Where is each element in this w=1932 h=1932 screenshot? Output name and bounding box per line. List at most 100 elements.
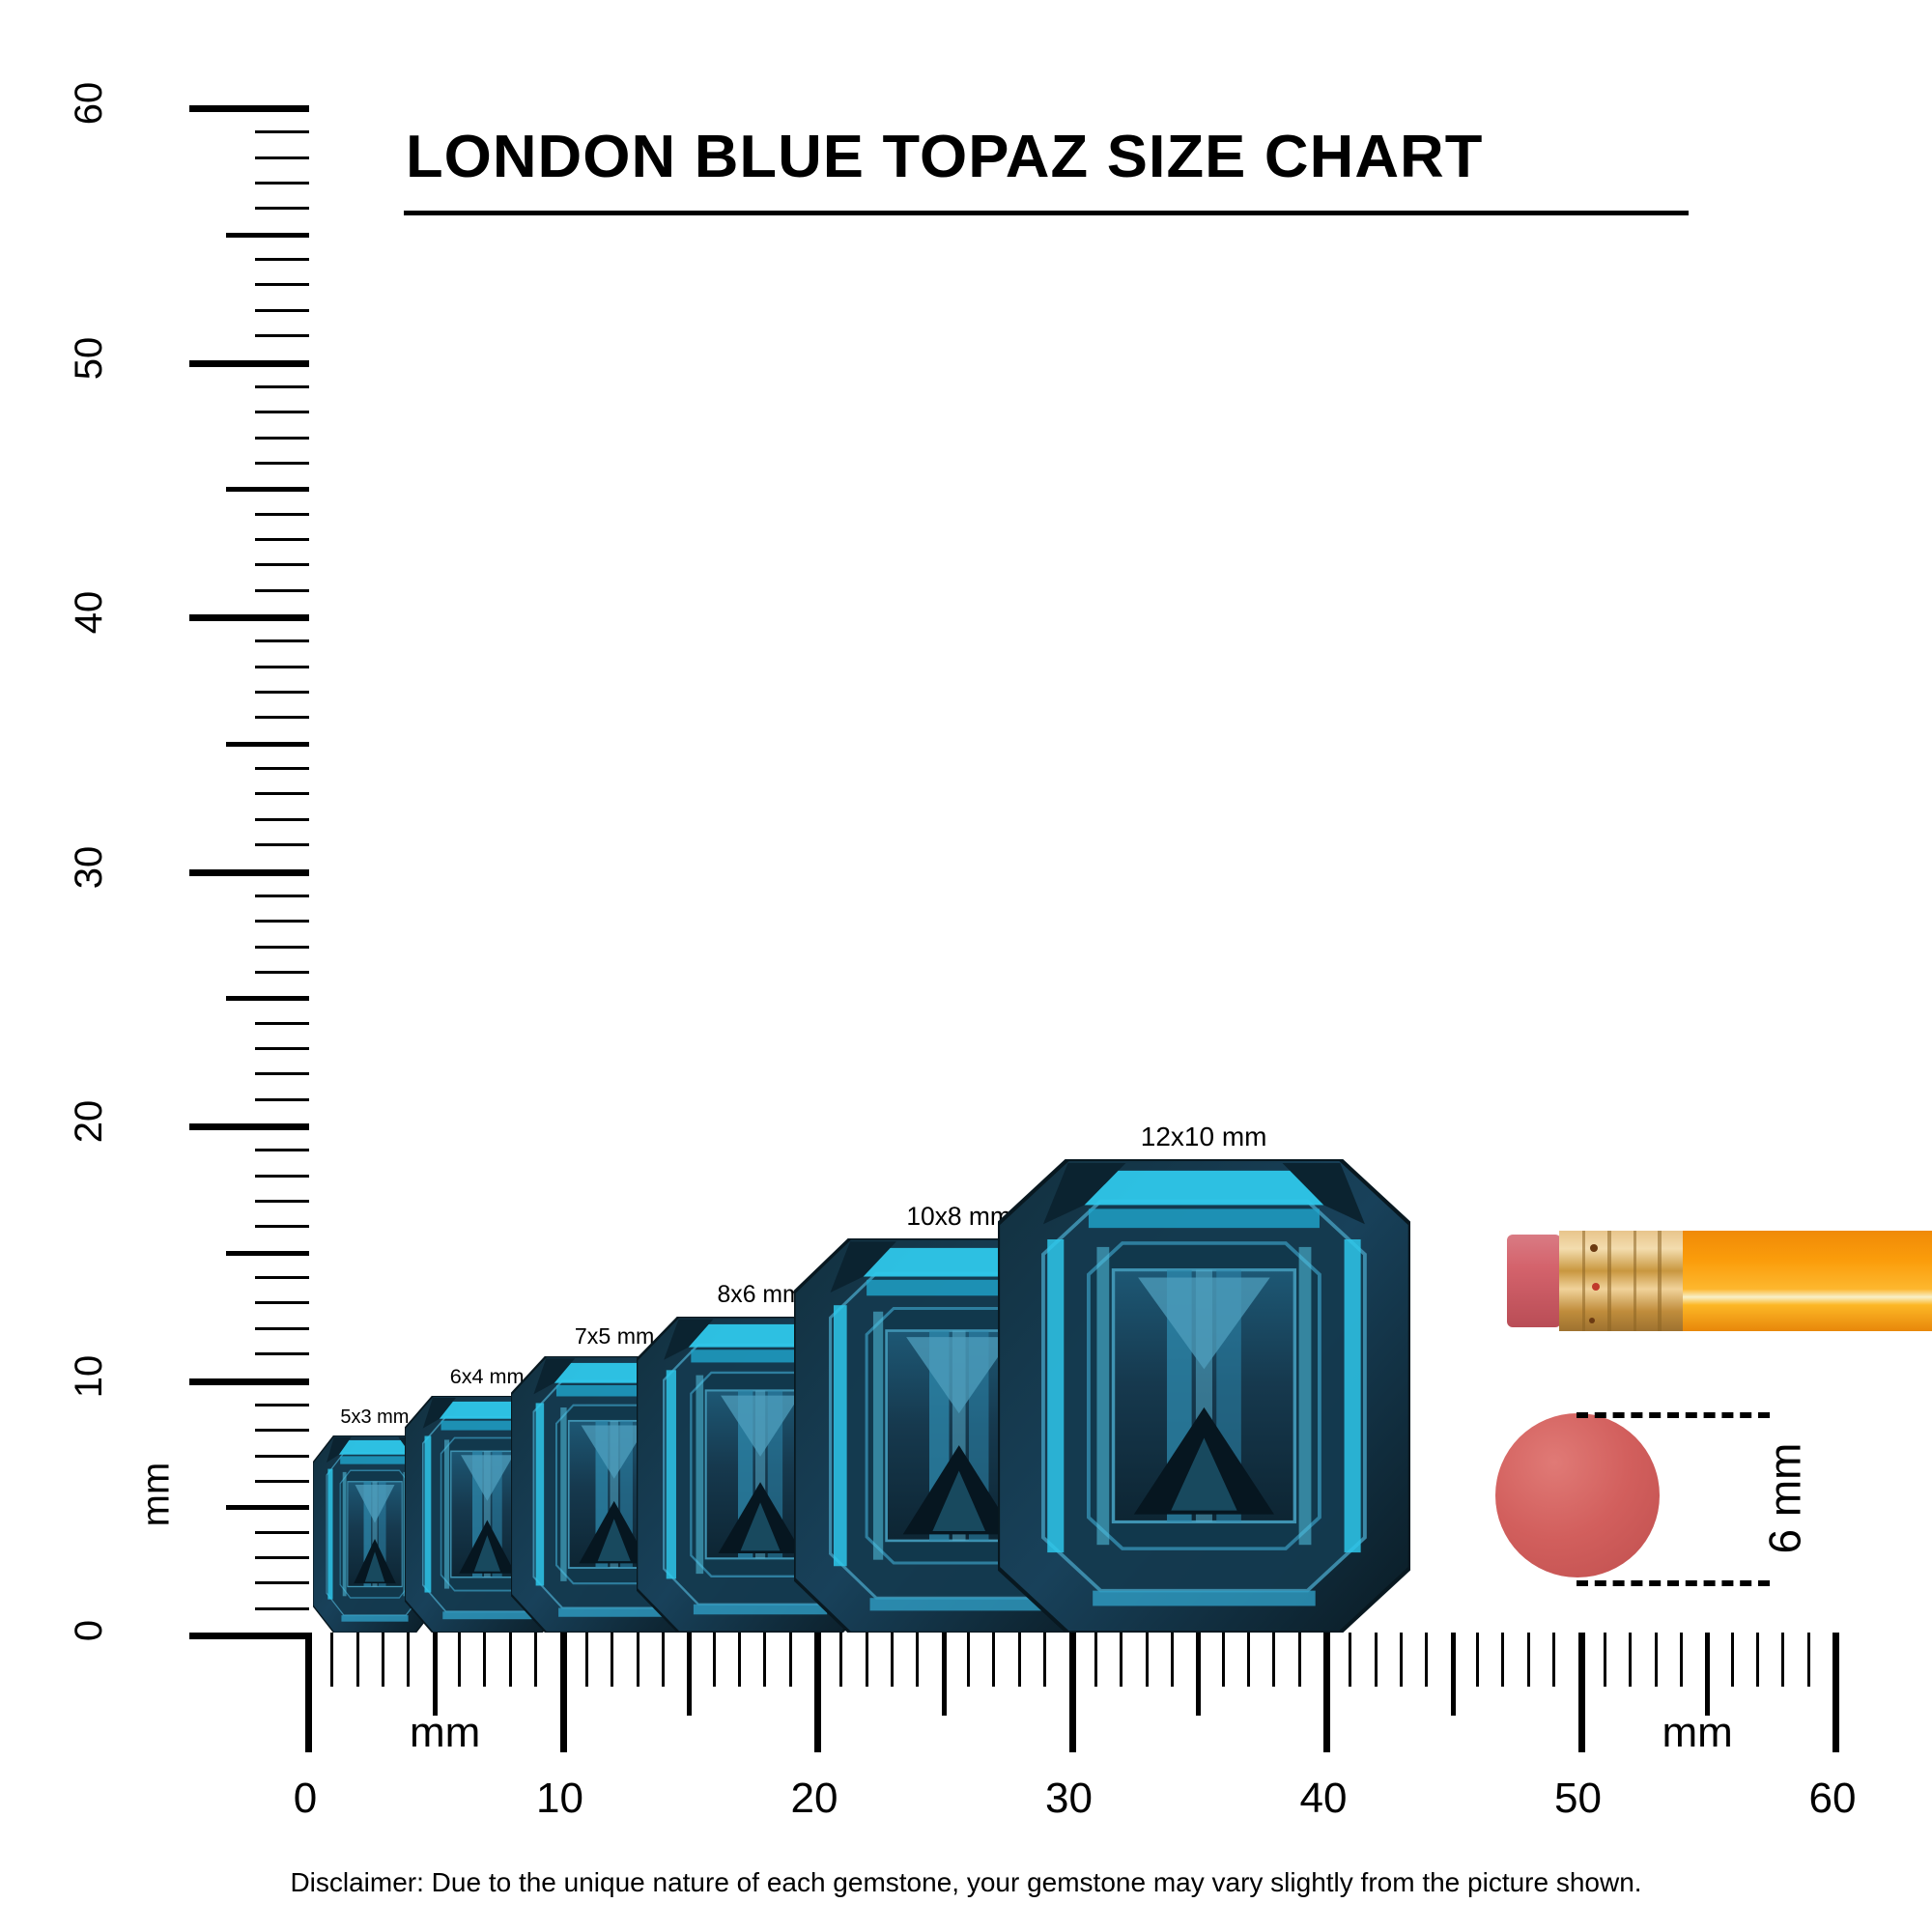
horizontal-ruler-tick xyxy=(611,1633,614,1687)
horizontal-ruler-tick xyxy=(916,1633,920,1687)
horizontal-ruler-tick xyxy=(1272,1633,1276,1687)
vertical-ruler-tick xyxy=(255,894,309,897)
vertical-ruler-label: 0 xyxy=(68,1619,110,1642)
horizontal-ruler-tick xyxy=(1400,1633,1404,1687)
horizontal-ruler-tick xyxy=(1196,1633,1202,1716)
horizontal-ruler-tick xyxy=(355,1633,359,1687)
vertical-ruler-tick xyxy=(255,1555,309,1559)
vertical-ruler-tick xyxy=(255,691,309,695)
horizontal-ruler xyxy=(305,1633,1839,1758)
vertical-ruler-tick xyxy=(189,1123,309,1130)
gemstone-size-label: 5x3 mm xyxy=(340,1406,410,1428)
vertical-ruler-tick xyxy=(255,156,309,159)
horizontal-ruler-tick xyxy=(432,1633,438,1716)
vertical-ruler-tick xyxy=(255,334,309,338)
horizontal-ruler-tick xyxy=(1730,1633,1734,1687)
horizontal-ruler-tick xyxy=(1120,1633,1123,1687)
horizontal-ruler-tick xyxy=(1833,1633,1839,1752)
title-underline xyxy=(404,211,1689,215)
vertical-ruler-baseline xyxy=(189,1633,309,1639)
vertical-ruler-tick xyxy=(255,767,309,771)
gemstone-size-label: 10x8 mm xyxy=(906,1202,1011,1232)
horizontal-ruler-tick xyxy=(636,1633,639,1687)
callout-line-top xyxy=(1577,1412,1770,1418)
vertical-ruler-tick xyxy=(255,1530,309,1534)
vertical-ruler-tick xyxy=(255,639,309,643)
horizontal-ruler-tick xyxy=(1577,1633,1585,1752)
horizontal-ruler-tick xyxy=(1603,1633,1606,1687)
horizontal-ruler-tick xyxy=(1221,1633,1225,1687)
horizontal-ruler-tick xyxy=(992,1633,996,1687)
vertical-ruler-tick xyxy=(255,970,309,974)
horizontal-ruler-tick xyxy=(305,1633,312,1752)
horizontal-ruler-tick xyxy=(483,1633,487,1687)
horizontal-ruler-label: 0 xyxy=(293,1775,318,1822)
vertical-ruler-tick xyxy=(226,1505,309,1511)
horizontal-ruler-tick xyxy=(891,1633,895,1687)
horizontal-ruler-tick xyxy=(1526,1633,1530,1687)
vertical-ruler-label: 50 xyxy=(68,336,110,380)
horizontal-ruler-tick xyxy=(1145,1633,1149,1687)
horizontal-ruler-label: 50 xyxy=(1554,1775,1602,1822)
horizontal-ruler-tick xyxy=(737,1633,741,1687)
vertical-ruler xyxy=(189,93,309,1639)
horizontal-ruler-tick xyxy=(1068,1633,1076,1752)
vertical-ruler-tick xyxy=(189,105,309,112)
horizontal-ruler-tick xyxy=(330,1633,334,1687)
vertical-ruler-tick xyxy=(255,1200,309,1204)
horizontal-ruler-tick xyxy=(839,1633,843,1687)
gemstone-size-label: 12x10 mm xyxy=(1140,1121,1267,1151)
vertical-ruler-tick xyxy=(255,1225,309,1229)
horizontal-ruler-tick xyxy=(661,1633,665,1687)
callout-line-bottom xyxy=(1577,1580,1770,1586)
vertical-ruler-tick xyxy=(255,1097,309,1101)
vertical-ruler-tick xyxy=(255,130,309,134)
vertical-ruler-tick xyxy=(255,537,309,541)
horizontal-ruler-label: 10 xyxy=(536,1775,583,1822)
vertical-ruler-tick xyxy=(255,843,309,847)
page-title: LONDON BLUE TOPAZ SIZE CHART xyxy=(406,124,1484,190)
vertical-ruler-tick xyxy=(255,308,309,312)
horizontal-ruler-tick xyxy=(1654,1633,1658,1687)
horizontal-ruler-tick xyxy=(967,1633,971,1687)
vertical-ruler-tick xyxy=(255,1021,309,1025)
horizontal-ruler-tick xyxy=(1374,1633,1378,1687)
vertical-ruler-tick xyxy=(255,384,309,388)
horizontal-ruler-tick xyxy=(865,1633,868,1687)
horizontal-ruler-tick xyxy=(1501,1633,1505,1687)
vertical-ruler-tick xyxy=(255,792,309,796)
vertical-ruler-tick xyxy=(255,1352,309,1356)
vertical-ruler-tick xyxy=(255,817,309,821)
horizontal-ruler-tick xyxy=(1476,1633,1480,1687)
horizontal-ruler-tick xyxy=(941,1633,947,1716)
vertical-ruler-tick xyxy=(226,232,309,238)
vertical-ruler-label: 40 xyxy=(68,590,110,635)
vertical-ruler-tick xyxy=(255,1174,309,1178)
horizontal-ruler-tick xyxy=(458,1633,462,1687)
vertical-ruler-tick xyxy=(226,741,309,747)
vertical-ruler-tick xyxy=(255,1581,309,1585)
horizontal-ruler-tick xyxy=(534,1633,538,1687)
vertical-ruler-label: 10 xyxy=(68,1354,110,1398)
horizontal-ruler-tick xyxy=(584,1633,588,1687)
vertical-ruler-tick xyxy=(255,182,309,185)
vertical-ruler-tick xyxy=(255,1072,309,1076)
horizontal-ruler-unit-label-right: mm xyxy=(1662,1709,1733,1756)
vertical-ruler-tick xyxy=(255,207,309,211)
horizontal-ruler-tick xyxy=(1781,1633,1785,1687)
vertical-ruler-tick xyxy=(255,411,309,414)
gemstone-emerald-cut-icon xyxy=(997,1158,1410,1633)
vertical-ruler-tick xyxy=(255,1606,309,1610)
vertical-ruler-tick xyxy=(255,588,309,592)
horizontal-ruler-label: 60 xyxy=(1808,1775,1857,1822)
vertical-ruler-tick xyxy=(255,512,309,516)
eraser-reference-circle xyxy=(1495,1413,1660,1577)
vertical-ruler-label: 60 xyxy=(68,81,110,126)
horizontal-ruler-tick xyxy=(1679,1633,1683,1687)
horizontal-ruler-tick xyxy=(508,1633,512,1687)
vertical-ruler-tick xyxy=(255,920,309,923)
horizontal-ruler-tick xyxy=(814,1633,821,1752)
vertical-ruler-unit-label: mm xyxy=(134,1462,178,1526)
horizontal-ruler-tick xyxy=(382,1633,385,1687)
